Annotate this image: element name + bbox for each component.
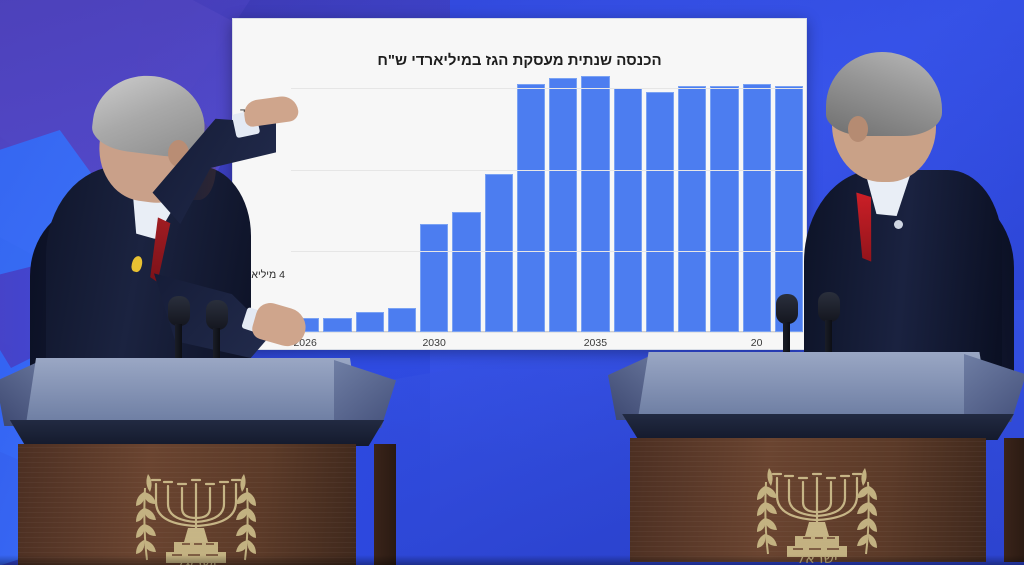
microphone-head	[168, 296, 190, 326]
bar-2031	[452, 212, 481, 332]
podium-right-top-surface	[638, 352, 990, 418]
podium-left-top-surface	[26, 358, 360, 424]
x-axis-tick-label: 2030	[422, 337, 446, 349]
israel-state-emblem-icon: ישראל	[733, 448, 901, 564]
speaker-right-ear	[848, 116, 868, 142]
podium-left: ישראל	[0, 358, 396, 565]
chart-title: הכנסה שנתית מעסקת הגז במיליארדי ש"ח	[377, 52, 662, 69]
x-axis-tick-labels: 2026 2030 2035 20	[291, 337, 803, 353]
speaker-right-suit	[804, 170, 1002, 380]
frame-bottom-vignette	[0, 555, 1024, 565]
bar-series	[291, 64, 803, 332]
speaker-left-hand-raised	[242, 94, 300, 128]
gridline: 4 מיליארד	[240, 169, 803, 281]
bar-2040	[742, 84, 771, 332]
bar-2038	[678, 86, 707, 332]
bar-2039	[710, 86, 739, 332]
microphone-neck	[213, 328, 220, 366]
podium-right-wood-side	[1004, 438, 1024, 562]
gridline: 2 מיליארד	[240, 250, 803, 444]
speaker-left	[22, 69, 312, 376]
svg-text:ישראל: ישראל	[796, 549, 837, 564]
podium-left-top-right-facet	[334, 360, 396, 428]
bar-2034	[549, 78, 578, 332]
bar-2030	[420, 224, 449, 332]
bar-2035	[581, 76, 610, 332]
x-axis-tick-label: 2035	[583, 337, 608, 349]
microphone-head	[206, 300, 228, 330]
bar-2029	[387, 307, 416, 332]
bar-2033	[516, 84, 545, 332]
microphone-neck	[825, 320, 832, 362]
speaker-right	[790, 42, 1020, 382]
bar-2037	[645, 92, 674, 332]
x-axis-line	[291, 331, 803, 332]
speaker-right-hair	[826, 52, 942, 136]
speaker-right-lapel-pin	[894, 220, 903, 229]
x-axis-tick-label: 20	[750, 337, 763, 349]
israel-state-emblem-icon: ישראל	[112, 454, 280, 565]
microphone-head	[776, 294, 798, 324]
podium-right: ישראל	[608, 352, 1024, 565]
bar-2027	[323, 317, 352, 332]
microphone-neck	[175, 324, 182, 364]
svg-text:ישראל: ישראל	[175, 555, 216, 565]
microphone-head	[818, 292, 840, 322]
podium-right-dark-band	[622, 414, 1014, 440]
podium-left-wood-side	[374, 444, 396, 565]
podium-left-dark-band	[9, 420, 385, 446]
gridline: 0	[291, 332, 803, 333]
bar-2036	[613, 88, 642, 332]
bar-2032	[484, 173, 513, 332]
podium-right-top-right-facet	[964, 354, 1024, 422]
microphone-neck	[783, 322, 790, 362]
chart-panel: הכנסה שנתית מעסקת הגז במיליארדי ש"ח 6 מי…	[232, 18, 807, 444]
bar-2028	[355, 311, 384, 332]
gridline: 6 מיליארד	[240, 88, 803, 119]
